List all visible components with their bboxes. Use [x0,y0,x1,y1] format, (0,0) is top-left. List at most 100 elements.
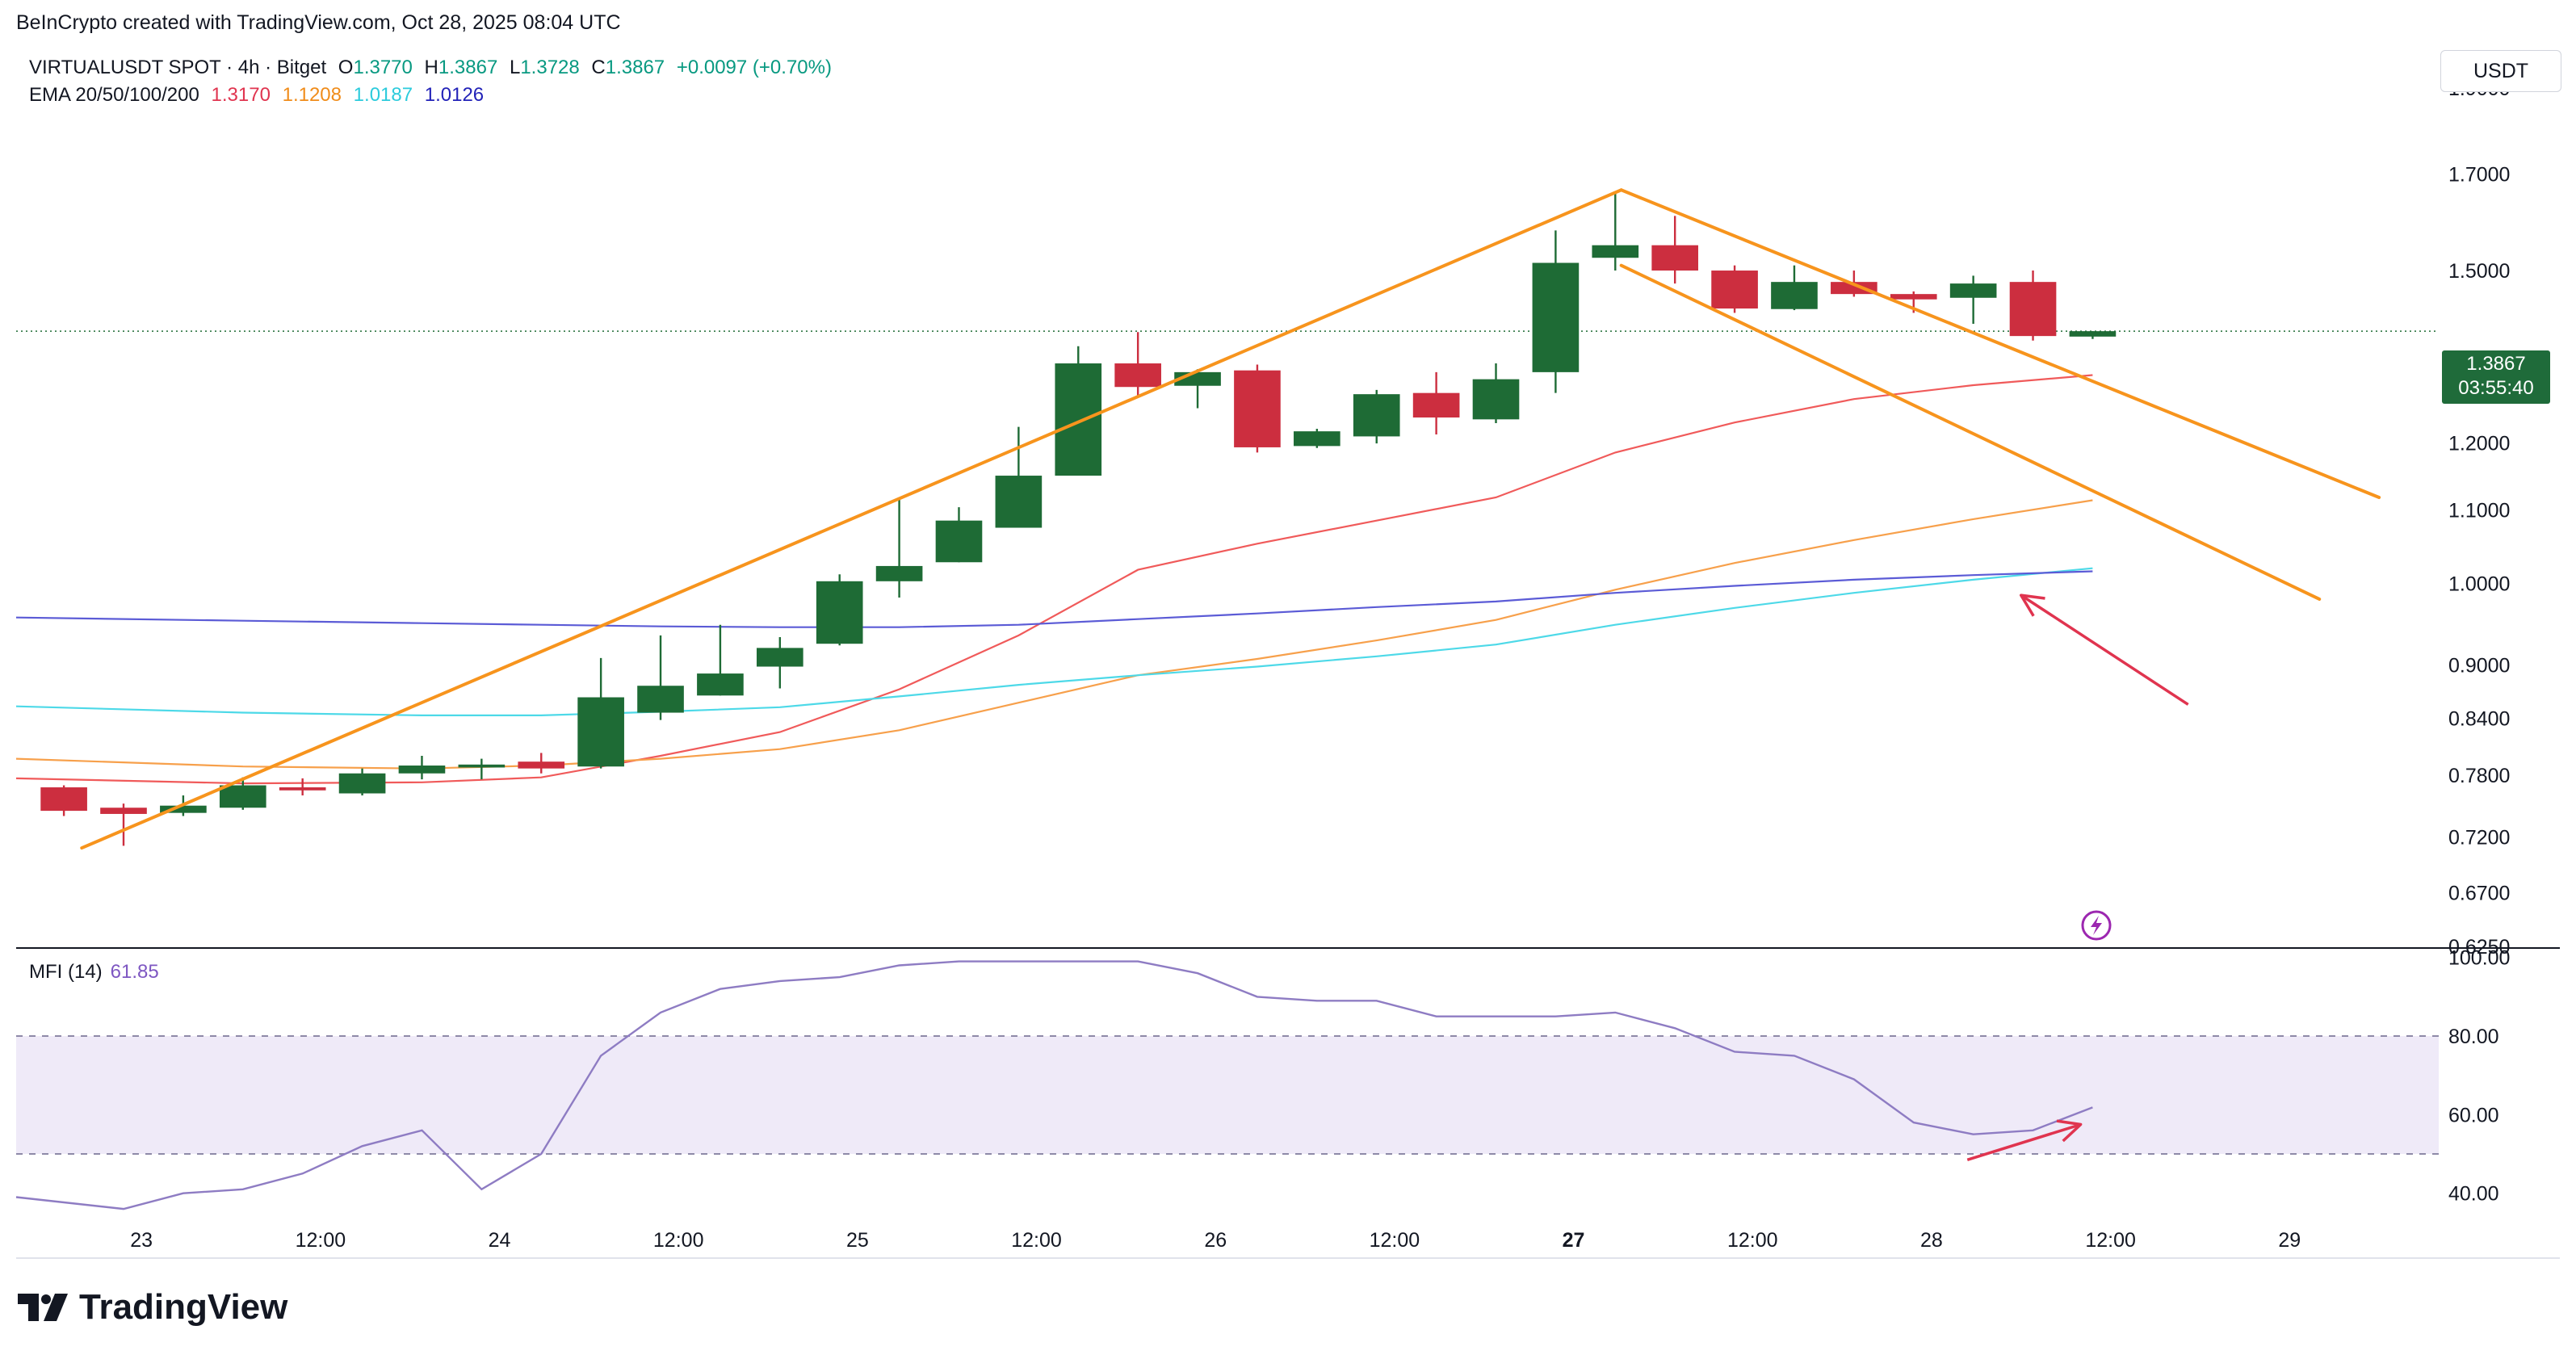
candle-body [1711,271,1758,309]
candle-body [1234,370,1281,447]
candle [279,778,326,796]
candle-body [1890,294,1937,300]
ema-legend: EMA 20/50/100/200 1.3170 1.1208 1.0187 1… [29,84,490,107]
candle [1651,216,1699,284]
time-tick-label: 12:00 [1727,1229,1778,1252]
candle-body [1651,245,1699,271]
candle [756,636,803,689]
price-tick-label: 1.5000 [2448,260,2510,283]
candle-body [1592,245,1639,258]
candle-body [577,697,624,767]
time-tick-label: 29 [2278,1229,2301,1252]
ema200-value: 1.0126 [424,84,485,106]
price-tick-label: 0.6250 [2448,936,2510,959]
ohlc-open: O1.3770 [338,57,413,78]
candle [637,635,684,720]
price-tick-label: 0.9000 [2448,654,2510,677]
event-icon-bolt [2091,916,2102,935]
candle-body [100,808,147,814]
time-tick-label: 12:00 [2085,1229,2136,1252]
mfi-label: MFI (14) [29,961,103,983]
mfi-legend: MFI (14) 61.85 [29,961,159,984]
arrow-shaft [1966,1122,2082,1161]
price-change: +0.0097 (+0.70%) [676,57,832,78]
last-price-value: 1.3867 [2466,353,2526,375]
ema-line-ema20 [15,374,2093,785]
candle-body [1831,282,1877,295]
tradingview-logo-icon [18,1294,68,1321]
candle [1711,265,1758,313]
ohlc-close: C1.3867 [591,57,665,78]
candle [1174,369,1221,409]
price-tick-label: 1.7000 [2448,163,2510,186]
price-tick-label: 1.1000 [2448,500,2510,522]
ema50-value: 1.1208 [282,84,342,106]
ohlc-high: H1.3867 [424,57,498,78]
mfi-tick-label: 60.00 [2448,1104,2499,1126]
candle-body [935,520,983,563]
candle [1055,346,1102,476]
candle-body [875,565,923,581]
candle-body [2069,331,2117,337]
brand-name: TradingView [79,1287,288,1327]
ema-line-ema200 [15,570,2093,628]
candle-body [1532,262,1580,372]
mfi-value: 61.85 [110,961,159,983]
time-tick-label: 27 [1563,1229,1585,1252]
candle-body [816,581,863,644]
mfi-pane[interactable] [15,960,2439,1210]
time-tick-label: 12:00 [1011,1229,1062,1252]
candle-body [697,673,744,696]
arrow-head [2056,1119,2083,1143]
tradingview-logo[interactable]: TradingView [18,1287,287,1328]
currency-selector[interactable]: USDT [2440,50,2561,92]
candle-body [2009,282,2057,337]
trendline-3 [1619,263,2322,601]
candle [338,768,386,796]
price-tick-label: 0.7800 [2448,765,2510,787]
mfi-tick-label: 100.00 [2448,947,2510,970]
candle-body [458,764,506,768]
arrow-shaft [2020,594,2189,706]
candle-body [1472,379,1520,420]
candle [1532,230,1580,393]
candle [398,755,446,780]
candle-body [1055,363,1102,476]
ema-line-ema100 [15,567,2093,716]
price-tick-label: 1.0000 [2448,573,2510,596]
price-pane[interactable] [15,188,2439,941]
price-tick-label: 1.2000 [2448,432,2510,455]
time-tick-label: 28 [1920,1229,1943,1252]
mfi-line [15,960,2093,1210]
ohlc-low: L1.3728 [509,57,580,78]
ema-arrow [2020,594,2189,706]
candle-body [1114,363,1161,388]
time-tick-label: 23 [130,1229,153,1252]
candle-body [518,761,565,769]
trendline-2 [1619,188,2381,500]
candle [697,624,744,696]
candle-body [995,476,1043,528]
candle-body [219,785,266,808]
candle [1294,428,1340,448]
candle-body [1412,392,1460,418]
candle [1592,192,1639,271]
time-tick-label: 12:00 [1370,1229,1420,1252]
arrow-head [2020,594,2045,617]
candle [40,785,87,816]
candle-body [40,787,87,812]
price-tick-label: 0.6700 [2448,883,2510,905]
candle [1949,275,1997,324]
candle [1771,265,1818,311]
price-tick-label: 0.8400 [2448,707,2510,730]
symbol-legend: VIRTUALUSDT SPOT · 4h · Bitget O1.3770 H… [29,57,838,79]
candle-body [1771,282,1818,309]
candle [2009,271,2057,341]
ema-line-ema50 [15,499,2093,770]
candle [577,657,624,769]
candle [458,758,506,780]
candle [1472,363,1520,423]
candle [875,499,923,598]
candle-body [637,686,684,713]
